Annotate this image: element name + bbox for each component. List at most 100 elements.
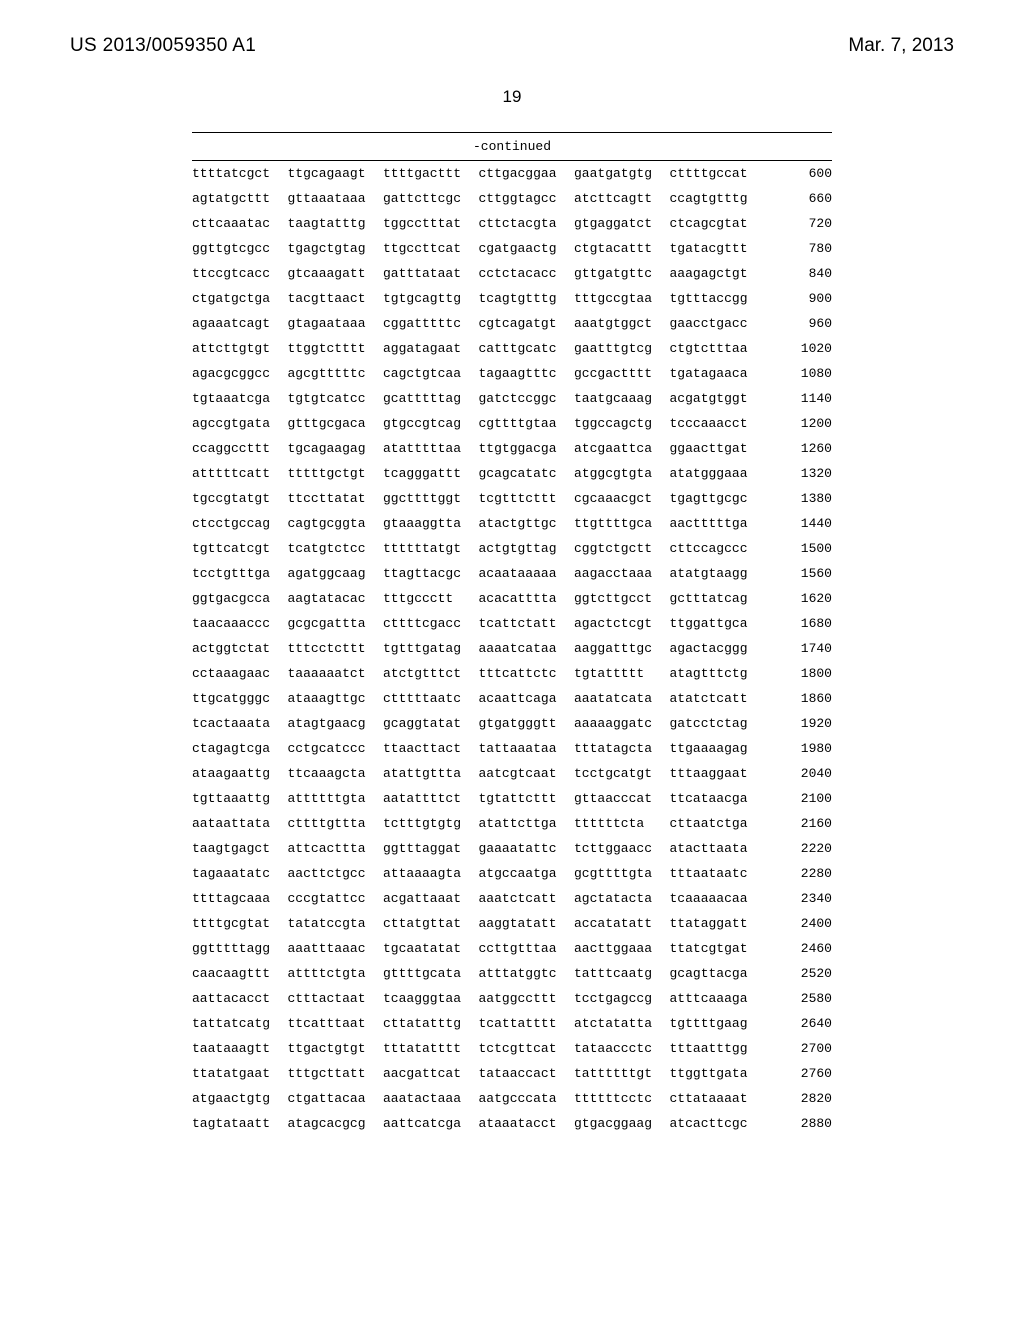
sequence-position: 2520	[765, 961, 832, 986]
sequence-row: ctcctgccagcagtgcggtagtaaaggttaatactgttgc…	[192, 511, 832, 536]
sequence-position: 900	[765, 286, 832, 311]
sequence-chunk: tgtaaatcga	[192, 386, 288, 411]
sequence-chunk: tttaaggaat	[670, 761, 766, 786]
sequence-chunk: ccttgtttaa	[479, 936, 575, 961]
sequence-row: tagaaatatcaacttctgccattaaaagtaatgccaatga…	[192, 861, 832, 886]
sequence-chunk: cttttgttta	[288, 811, 384, 836]
sequence-row: ttgcatgggcataaagttgcctttttaatcacaattcaga…	[192, 686, 832, 711]
sequence-position: 660	[765, 186, 832, 211]
sequence-chunk: gaatgatgtg	[574, 161, 670, 186]
sequence-position: 2460	[765, 936, 832, 961]
sequence-chunk: tgcagaagag	[288, 436, 384, 461]
sequence-chunk: cggatttttc	[383, 311, 479, 336]
sequence-row: cttcaaatactaagtatttgtggcctttatcttctacgta…	[192, 211, 832, 236]
sequence-chunk: gaatttgtcg	[574, 336, 670, 361]
sequence-row: ttttatcgctttgcagaagtttttgactttcttgacggaa…	[192, 161, 832, 186]
sequence-position: 2640	[765, 1011, 832, 1036]
sequence-row: taacaaacccgcgcgatttacttttcgacctcattctatt…	[192, 611, 832, 636]
page-header: US 2013/0059350 A1 Mar. 7, 2013	[70, 35, 954, 57]
sequence-position: 2220	[765, 836, 832, 861]
sequence-chunk: tgtattttt	[574, 661, 670, 686]
sequence-chunk: aaaaaggatc	[574, 711, 670, 736]
sequence-position: 1020	[765, 336, 832, 361]
sequence-chunk: tgtattcttt	[479, 786, 575, 811]
sequence-row: tgttaaattgattttttgtaaatattttcttgtattcttt…	[192, 786, 832, 811]
sequence-chunk: gttaaataaa	[288, 186, 384, 211]
sequence-chunk: tgcaatatat	[383, 936, 479, 961]
sequence-chunk: gcgcgattta	[288, 611, 384, 636]
sequence-chunk: agatggcaag	[288, 561, 384, 586]
sequence-chunk: taaaaaatct	[288, 661, 384, 686]
sequence-chunk: aattacacct	[192, 986, 288, 1011]
sequence-chunk: acgattaaat	[383, 886, 479, 911]
sequence-chunk: taacaaaccc	[192, 611, 288, 636]
sequence-chunk: ttgaaaagag	[670, 736, 766, 761]
sequence-position: 1800	[765, 661, 832, 686]
sequence-chunk: atagtgaacg	[288, 711, 384, 736]
sequence-row: tgttcatcgttcatgtctccttttttatgtactgtgttag…	[192, 536, 832, 561]
sequence-position: 780	[765, 236, 832, 261]
sequence-row: ggtgacgccaaagtatacactttgccctt acacatttta…	[192, 586, 832, 611]
sequence-chunk: ttataggatt	[670, 911, 766, 936]
sequence-position: 1200	[765, 411, 832, 436]
sequence-chunk: tgttaaattg	[192, 786, 288, 811]
sequence-chunk: tcactaaata	[192, 711, 288, 736]
sequence-chunk: ttttttcctc	[574, 1086, 670, 1111]
sequence-chunk: ataaatacct	[479, 1111, 575, 1136]
sequence-chunk: ccagtgtttg	[670, 186, 766, 211]
sequence-chunk: accatatatt	[574, 911, 670, 936]
sequence-position: 2820	[765, 1086, 832, 1111]
sequence-chunk: tattatcatg	[192, 1011, 288, 1036]
sequence-chunk: tttttgctgt	[288, 461, 384, 486]
sequence-row: ttatatgaattttgcttattaacgattcattataaccact…	[192, 1061, 832, 1086]
sequence-position: 2100	[765, 786, 832, 811]
sequence-position: 1260	[765, 436, 832, 461]
sequence-chunk: gtgaggatct	[574, 211, 670, 236]
sequence-chunk: ttcatttaat	[288, 1011, 384, 1036]
sequence-chunk: tcaaaaacaa	[670, 886, 766, 911]
sequence-chunk: aacttggaaa	[574, 936, 670, 961]
sequence-position: 2400	[765, 911, 832, 936]
sequence-chunk: ttatcgtgat	[670, 936, 766, 961]
sequence-chunk: tttcattctc	[479, 661, 575, 686]
sequence-chunk: acaattcaga	[479, 686, 575, 711]
sequence-chunk: tgttttgaag	[670, 1011, 766, 1036]
sequence-chunk: tgagctgtag	[288, 236, 384, 261]
sequence-chunk: attttttgta	[288, 786, 384, 811]
sequence-chunk: cttttgccat	[670, 161, 766, 186]
sequence-chunk: cgatgaactg	[479, 236, 575, 261]
sequence-chunk: tagaaatatc	[192, 861, 288, 886]
sequence-chunk: gcaggtatat	[383, 711, 479, 736]
sequence-chunk: tttcctcttt	[288, 636, 384, 661]
sequence-chunk: atagtttctg	[670, 661, 766, 686]
sequence-chunk: agactacggg	[670, 636, 766, 661]
page-number: 19	[70, 87, 954, 107]
sequence-chunk: taataaagtt	[192, 1036, 288, 1061]
sequence-chunk: tcccaaacct	[670, 411, 766, 436]
sequence-chunk: tcagggattt	[383, 461, 479, 486]
sequence-chunk: gccgactttt	[574, 361, 670, 386]
sequence-chunk: tctttgtgtg	[383, 811, 479, 836]
sequence-position: 720	[765, 211, 832, 236]
sequence-chunk: gatttataat	[383, 261, 479, 286]
sequence-chunk: gcagttacga	[670, 961, 766, 986]
sequence-chunk: aatgcccata	[479, 1086, 575, 1111]
sequence-chunk: acaataaaaa	[479, 561, 575, 586]
sequence-chunk: aaaatcataa	[479, 636, 575, 661]
sequence-chunk: tcatgtctcc	[288, 536, 384, 561]
sequence-chunk: atatctcatt	[670, 686, 766, 711]
sequence-chunk: ctgtacattt	[574, 236, 670, 261]
sequence-chunk: tcagtgtttg	[479, 286, 575, 311]
sequence-chunk: tcctgtttga	[192, 561, 288, 586]
sequence-chunk: tgtgtcatcc	[288, 386, 384, 411]
sequence-chunk: aatggccttt	[479, 986, 575, 1011]
sequence-chunk: cgttttgtaa	[479, 411, 575, 436]
sequence-chunk: atagcacgcg	[288, 1111, 384, 1136]
sequence-listing: -continued ttttatcgctttgcagaagtttttgactt…	[192, 132, 832, 1136]
sequence-position: 1740	[765, 636, 832, 661]
sequence-chunk: aaatttaaac	[288, 936, 384, 961]
sequence-chunk: tgccgtatgt	[192, 486, 288, 511]
sequence-chunk: gcgttttgta	[574, 861, 670, 886]
sequence-chunk: tttgccgtaa	[574, 286, 670, 311]
sequence-chunk: tcattatttt	[479, 1011, 575, 1036]
